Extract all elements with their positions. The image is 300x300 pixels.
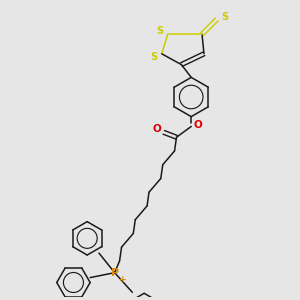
Text: P: P	[111, 268, 119, 278]
Text: O: O	[152, 124, 161, 134]
Text: S: S	[156, 26, 164, 36]
Text: O: O	[194, 121, 203, 130]
Text: S: S	[221, 11, 228, 22]
Text: +: +	[119, 275, 126, 284]
Text: S: S	[150, 52, 158, 62]
